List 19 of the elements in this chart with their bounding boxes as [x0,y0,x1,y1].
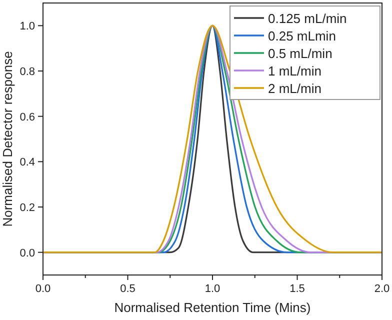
legend-label: 2 mL/min [268,81,322,96]
y-tick-label: 0.6 [20,111,35,124]
x-tick-label: 2.0 [374,283,390,295]
legend-label: 1 mL/min [268,64,322,78]
x-tick-label: 1.0 [204,283,220,295]
x-tick-label: 0.5 [120,283,136,295]
y-tick-label: 0.8 [20,66,35,78]
x-tick-label: 1.5 [290,283,305,295]
y-tick-label: 0.0 [20,247,35,260]
y-tick-label: 1.0 [20,20,35,33]
legend-label: 0.25 mLmin [268,28,336,44]
legend-label: 0.125 mL/min [268,11,347,26]
legend-label: 0.5 mL/min [268,46,332,61]
y-tick-label: 0.4 [20,156,35,169]
y-tick-label: 0.2 [20,202,35,214]
y-axis-title: Normalised Detector response [0,51,15,227]
line-series [42,24,383,254]
x-axis-title: Normalised Retention Time (Mins) [114,300,311,315]
x-tick-label: 0.0 [35,283,51,295]
